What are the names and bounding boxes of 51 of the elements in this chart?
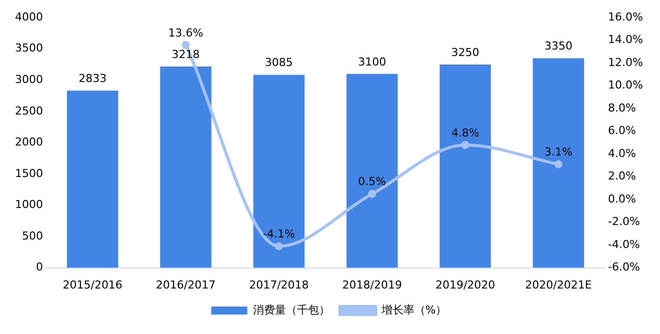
y2-tick-label: 4.0% [608,146,636,160]
y-tick-label: 2000 [14,136,43,149]
y-tick-label: 500 [22,229,43,242]
bar [253,74,305,268]
legend-label: 增长率（%） [380,303,447,316]
y-tick-label: 1000 [14,198,43,212]
data-label: 2833 [78,72,107,85]
y2-tick-label: 14.0% [608,33,644,46]
y2-tick-label: 8.0% [608,101,636,114]
x-tick-label: 2017/2018 [249,278,309,292]
y2-tick-label: -2.0% [608,215,640,228]
data-label: 13.6% [168,26,204,40]
data-label: 3218 [172,48,200,61]
data-label: 0.5% [358,175,386,188]
y2-tick-label: 0.0% [608,192,636,206]
point [461,140,470,149]
y2-tick-label: 6.0% [608,124,636,138]
bar [346,74,398,268]
bar [160,66,212,268]
bar [532,58,584,268]
point [182,40,190,49]
legend-label: 消费量（千包） [252,303,330,316]
point [274,242,283,250]
data-label: 3250 [451,46,480,59]
point [368,190,376,198]
bar [66,90,118,268]
data-label: 4.8% [451,126,480,140]
point [554,160,562,168]
y-tick-label: 4000 [14,10,43,24]
x-tick-label: 2019/2020 [435,278,496,292]
y-tick-label: 2500 [14,104,43,118]
bar [440,64,491,268]
x-tick-label: 2015/2016 [62,278,122,292]
x-tick-label: 2018/2019 [342,278,402,292]
y2-tick-label: 12.0% [608,56,644,69]
y2-tick-label: 16.0% [608,10,644,24]
data-label: 3.1% [544,146,572,159]
data-label: -4.1% [262,228,295,241]
x-tick-label: 2020/2021E [525,278,592,292]
y-tick-label: 1500 [14,166,43,180]
y-tick-label: 0 [36,260,43,274]
y2-tick-label: 2.0% [608,170,636,183]
x-tick-label: 2016/2017 [156,278,216,292]
y2-tick-label: -4.0% [608,238,640,251]
y2-tick-label: -6.0% [608,260,640,274]
y2-tick-label: 10.0% [608,78,644,92]
y-tick-label: 3000 [14,73,43,86]
data-label: 3100 [358,55,386,68]
data-label: 3085 [264,56,293,70]
data-label: 3350 [544,40,572,53]
y-tick-label: 3500 [14,42,43,55]
